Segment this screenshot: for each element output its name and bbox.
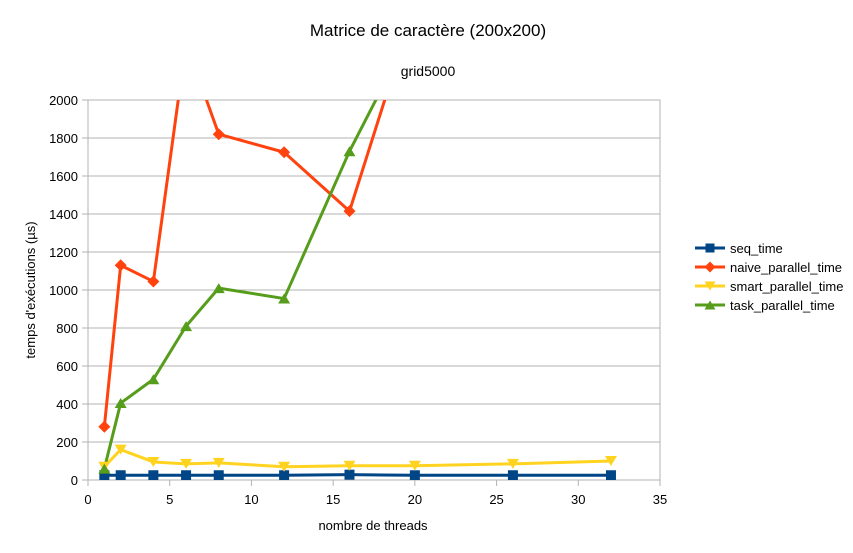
smart-parallel-time-point xyxy=(114,444,127,455)
x-tick-label: 10 xyxy=(244,492,258,507)
smart-parallel-time-line xyxy=(103,448,612,469)
x-tick-label: 35 xyxy=(653,492,667,507)
smart-parallel-time-point xyxy=(604,456,617,466)
task-parallel-time-point xyxy=(343,146,356,157)
naive-parallel-time-point xyxy=(98,420,111,433)
x-tick-label: 20 xyxy=(408,492,422,507)
seq-time-line xyxy=(104,473,611,477)
legend-label: smart_parallel_time xyxy=(730,279,843,294)
naive-parallel-time-point xyxy=(180,37,192,49)
y-tick-label: 0 xyxy=(71,473,78,488)
legend-item-smart-parallel-time: smart_parallel_time xyxy=(695,279,843,294)
seq-time-point xyxy=(213,470,224,480)
naive-parallel-time-point xyxy=(147,275,160,288)
legend: seq_time naive_parallel_time smart_paralle… xyxy=(695,241,843,313)
smart-parallel-time-point xyxy=(212,457,225,468)
legend-item-naive-parallel-time: naive_parallel_time xyxy=(695,260,842,275)
y-tick-label: 1600 xyxy=(49,169,78,184)
y-axis: 0 200 400 600 800 1000 1200 1400 1600 1800 2000 xyxy=(49,93,88,488)
y-tick-label: 1800 xyxy=(49,131,78,146)
task-parallel-time-point xyxy=(114,398,127,409)
seq-time-point xyxy=(115,470,126,480)
smart-parallel-time-point xyxy=(278,461,291,472)
legend-label: naive_parallel_time xyxy=(730,260,842,275)
legend-label: task_parallel_time xyxy=(730,298,835,313)
seq-time-point xyxy=(605,470,616,480)
smart-parallel-time-point xyxy=(506,458,519,469)
legend-marker xyxy=(704,261,716,273)
x-tick-label: 0 xyxy=(84,492,91,507)
x-tick-label: 15 xyxy=(326,492,340,507)
x-tick-label: 30 xyxy=(571,492,585,507)
y-tick-label: 1000 xyxy=(49,283,78,298)
chart-title: Matrice de caractère (200x200) xyxy=(310,21,546,40)
task-parallel-time-point xyxy=(212,283,225,294)
smart-parallel-time-point xyxy=(408,460,421,471)
task-parallel-time-point xyxy=(98,463,111,474)
seq-time-point xyxy=(99,470,110,480)
naive-parallel-time-point xyxy=(278,146,291,159)
seq-time-point xyxy=(507,470,518,480)
seq-time-point xyxy=(148,470,159,480)
series-lines xyxy=(102,100,612,477)
legend-marker xyxy=(704,300,716,310)
task-parallel-time-line xyxy=(102,100,378,469)
y-tick-label: 400 xyxy=(56,397,78,412)
chart-subtitle: grid5000 xyxy=(401,63,456,79)
legend-marker xyxy=(704,281,716,291)
x-axis: 0 5 10 15 20 25 30 35 xyxy=(84,480,667,507)
y-tick-label: 200 xyxy=(56,435,78,450)
naive-parallel-time-point xyxy=(212,128,225,141)
task-parallel-time-point xyxy=(180,321,193,332)
legend-label: seq_time xyxy=(730,241,783,256)
legend-marker xyxy=(705,243,715,253)
x-tick-label: 5 xyxy=(166,492,173,507)
seq-time-point xyxy=(181,470,192,480)
legend-item-seq-time: seq_time xyxy=(695,241,783,256)
y-tick-label: 600 xyxy=(56,359,78,374)
naive-parallel-time-point xyxy=(409,0,421,11)
task-parallel-time-point xyxy=(147,374,160,385)
seq-time-point xyxy=(279,470,290,480)
series-markers xyxy=(98,0,617,480)
y-tick-label: 800 xyxy=(56,321,78,336)
smart-parallel-time-point xyxy=(180,458,193,469)
gridlines xyxy=(88,99,660,481)
naive-parallel-time-point xyxy=(343,205,356,218)
x-tick-label: 25 xyxy=(489,492,503,507)
naive-parallel-time-line xyxy=(102,100,387,427)
x-axis-label: nombre de threads xyxy=(318,518,428,533)
smart-parallel-time-point xyxy=(343,460,356,471)
seq-time-point xyxy=(409,470,420,480)
seq-time-point xyxy=(344,469,355,480)
y-tick-label: 1200 xyxy=(49,245,78,260)
y-tick-label: 1400 xyxy=(49,207,78,222)
naive-parallel-time-point xyxy=(114,259,127,272)
y-tick-label: 2000 xyxy=(49,93,78,108)
legend-item-task-parallel-time: task_parallel_time xyxy=(695,298,835,313)
task-parallel-time-point xyxy=(278,293,291,304)
y-axis-label: temps d'exécutions (µs) xyxy=(23,221,38,358)
smart-parallel-time-point xyxy=(147,456,160,467)
